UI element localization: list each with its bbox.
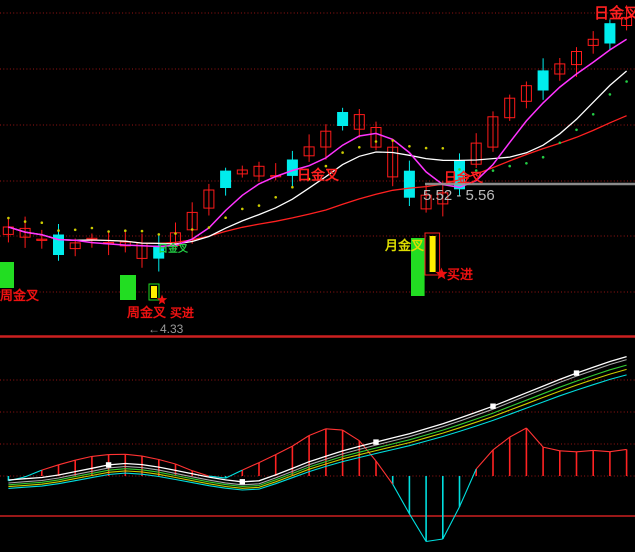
- svg-text:5.52 - 5.56: 5.52 - 5.56: [423, 187, 495, 204]
- svg-text:周金叉: 周金叉: [127, 305, 167, 320]
- svg-text:←4.33: ←4.33: [148, 322, 184, 336]
- svg-text:日金叉: 日金叉: [594, 4, 635, 22]
- svg-text:买进: 买进: [170, 305, 194, 320]
- svg-text:买进: 买进: [447, 267, 473, 282]
- svg-text:月金叉: 月金叉: [384, 238, 425, 253]
- svg-text:日金叉: 日金叉: [297, 167, 340, 183]
- svg-text:周金叉: 周金叉: [0, 288, 40, 303]
- svg-text:日金叉: 日金叉: [444, 170, 484, 185]
- svg-text:日金叉: 日金叉: [158, 242, 189, 255]
